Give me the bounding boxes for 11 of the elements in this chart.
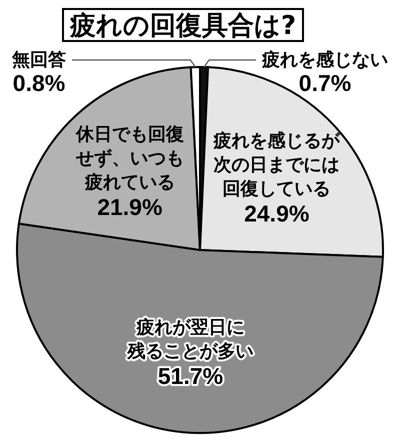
data-label: 0.7% — [298, 70, 352, 96]
data-label: 24.9% — [244, 200, 310, 226]
chart-title: 疲れの回復具合は? — [62, 8, 304, 42]
data-label: 0.8% — [12, 70, 66, 96]
slice-label: 休日でも回復せず、いつも疲れている — [74, 124, 184, 194]
slice-label: 無回答 — [11, 50, 66, 70]
slice-label: 疲れが翌日に残ることが多い — [126, 317, 254, 362]
slice-label: 疲れを感じるが次の日までには回復している — [212, 130, 341, 200]
data-label: 51.7% — [158, 362, 224, 389]
data-label: 21.9% — [97, 194, 162, 220]
slice-label: 疲れを感じない — [261, 50, 388, 70]
